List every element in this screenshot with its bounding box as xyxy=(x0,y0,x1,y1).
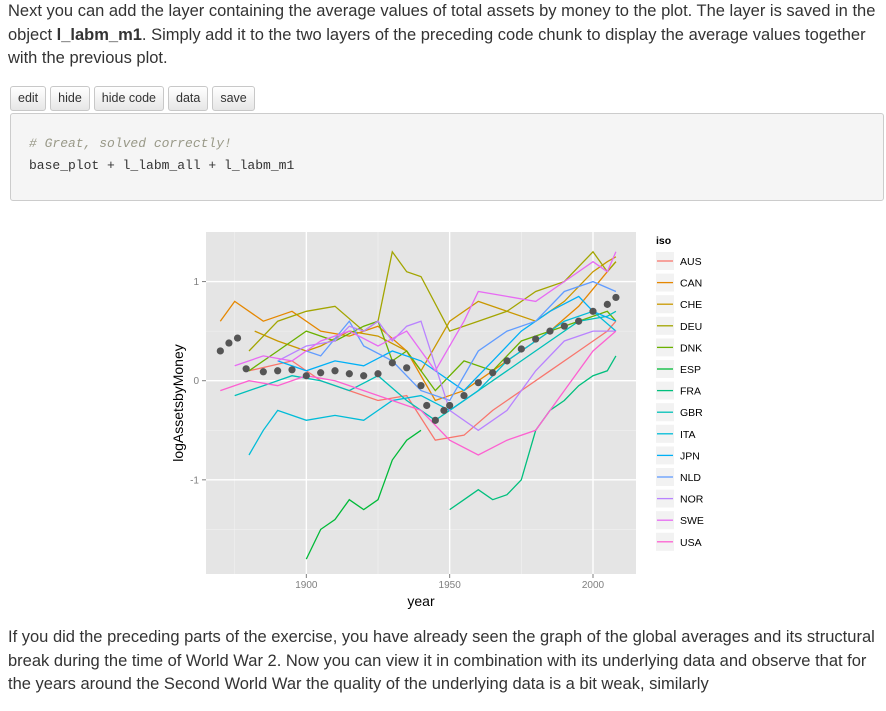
legend-label: FRA xyxy=(680,386,701,398)
legend-label: CAN xyxy=(680,278,702,290)
legend-label: GBR xyxy=(680,407,703,419)
hide-code-button[interactable]: hide code xyxy=(93,86,165,111)
average-point xyxy=(446,401,454,410)
average-point xyxy=(546,327,554,335)
legend-title: iso xyxy=(656,235,671,247)
series-line-can xyxy=(219,261,617,402)
legend-label: NOR xyxy=(680,494,704,506)
code-line: base_plot + l_labm_all + l_labm_m1 xyxy=(29,158,295,173)
average-point xyxy=(225,339,233,347)
average-point xyxy=(532,335,540,343)
x-tick-label: 1950 xyxy=(439,580,462,591)
x-tick-label: 2000 xyxy=(582,580,605,591)
average-point xyxy=(302,372,310,380)
y-tick-label: -1 xyxy=(190,475,199,486)
save-button[interactable]: save xyxy=(212,86,255,111)
outro-paragraph: If you did the preceding parts of the ex… xyxy=(8,628,875,693)
average-point xyxy=(460,391,468,400)
average-point xyxy=(216,347,224,355)
intro-text-end: . Simply add it to the two layers of the… xyxy=(8,25,866,68)
average-point xyxy=(403,364,411,372)
average-point xyxy=(423,401,431,410)
average-point xyxy=(517,345,525,353)
intro-paragraph: Next you can add the layer containing th… xyxy=(8,0,880,71)
legend-label: NLD xyxy=(680,472,701,484)
average-point xyxy=(431,416,439,424)
chunk-toolbar: edit hide hide code data save xyxy=(10,86,255,111)
y-tick-label: 0 xyxy=(193,376,199,387)
average-point xyxy=(612,293,620,302)
average-point xyxy=(417,382,425,390)
average-point xyxy=(589,307,597,315)
series-line-swe xyxy=(234,251,617,372)
average-point xyxy=(345,370,353,378)
series-line-usa xyxy=(220,330,617,456)
legend-label: DEU xyxy=(680,321,702,333)
hide-button[interactable]: hide xyxy=(50,86,90,111)
average-point xyxy=(388,359,396,367)
series-line-nld xyxy=(306,280,617,402)
average-point xyxy=(259,368,267,376)
average-point xyxy=(603,300,611,308)
average-point xyxy=(440,406,448,415)
code-block: # Great, solved correctly! base_plot + l… xyxy=(10,113,884,201)
average-point xyxy=(288,366,296,374)
plot-panel xyxy=(206,232,636,574)
legend-label: SWE xyxy=(680,515,704,527)
y-tick-label: 1 xyxy=(193,277,199,288)
edit-button[interactable]: edit xyxy=(10,86,47,111)
series-line-ita xyxy=(248,310,617,456)
average-point xyxy=(374,370,382,378)
average-point xyxy=(474,379,482,387)
x-axis-title: year xyxy=(407,593,435,609)
average-point xyxy=(274,367,282,375)
legend-label: DNK xyxy=(680,342,702,354)
legend-label: USA xyxy=(680,537,702,549)
average-point xyxy=(331,367,339,375)
data-button[interactable]: data xyxy=(168,86,209,111)
legend-label: JPN xyxy=(680,450,700,462)
legend-label: ITA xyxy=(680,429,696,441)
y-axis-title: logAssetsbyMoney xyxy=(170,344,186,462)
series-line-esp xyxy=(305,429,422,560)
line-chart: 1900 1950 2000 -1 0 1 year logAssetsbyMoney iso A… xyxy=(170,232,704,609)
average-point xyxy=(503,357,511,365)
average-point xyxy=(317,369,325,377)
legend-label: ESP xyxy=(680,364,701,376)
intro-text: Next you can add the layer containing th… xyxy=(8,2,876,44)
x-tick-label: 1900 xyxy=(295,580,318,591)
series-line-deu xyxy=(248,250,617,352)
legend-label: CHE xyxy=(680,299,702,311)
series-line-jpn xyxy=(277,295,617,392)
object-name: l_labm_m1 xyxy=(56,25,142,44)
legend-label: AUS xyxy=(680,256,702,268)
average-point xyxy=(233,334,242,342)
code-comment: # Great, solved correctly! xyxy=(29,136,232,151)
average-point xyxy=(489,369,497,377)
average-point xyxy=(575,317,583,325)
average-point xyxy=(560,322,568,330)
average-point xyxy=(360,372,368,380)
average-point xyxy=(242,365,250,373)
